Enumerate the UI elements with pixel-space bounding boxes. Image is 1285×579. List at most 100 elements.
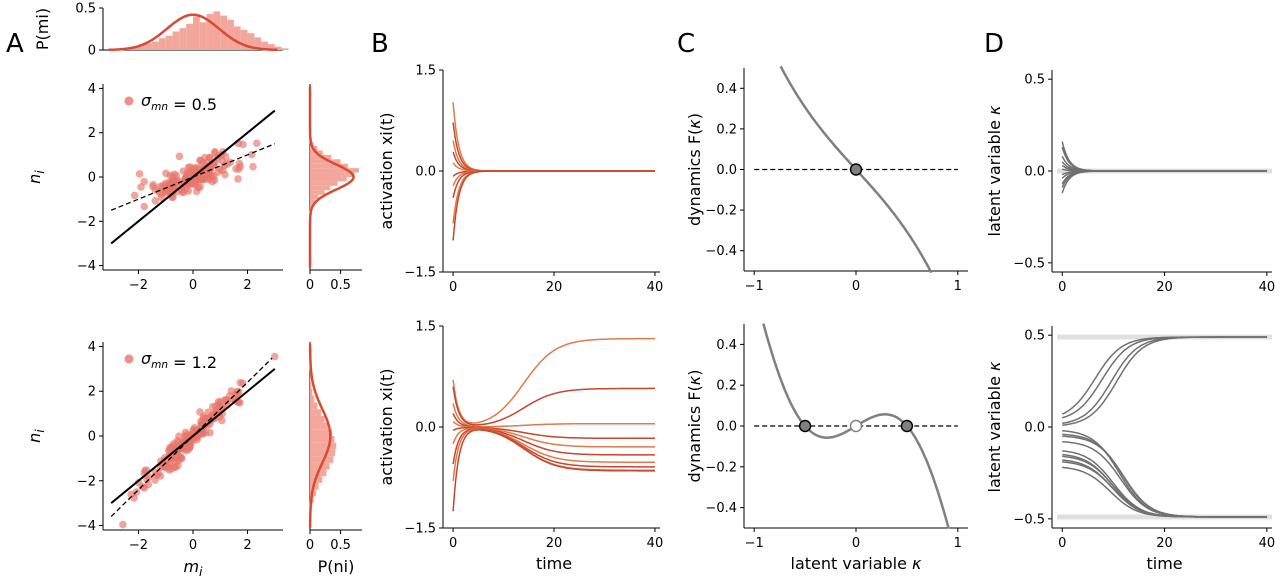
a-bottom-side-hist-bar [310, 449, 336, 457]
b-bottom-trajectory [452, 428, 655, 468]
a-bottom-scatter-point [175, 454, 184, 463]
a-top-scatter-ytick-label: 0 [88, 171, 96, 186]
a-bottom-scatter-legend-text: σmn = 1.2 [141, 349, 217, 372]
c-bottom-xtick-label: 0 [852, 536, 860, 551]
a-top-side-hist-bar [310, 177, 347, 182]
a-top-side-hist-bar [310, 168, 359, 173]
a-top-hist-bar [206, 13, 214, 50]
a-top-scatter-point [137, 183, 145, 191]
c-top-ytick-label: 0.4 [716, 82, 737, 97]
a-bottom-scatter-point [162, 463, 171, 472]
a-top-hist-bar [261, 41, 268, 50]
d-top-latent-trajectory [1061, 146, 1267, 172]
a-top-side-hist-bar [310, 163, 348, 169]
a-top-hist-bar [227, 19, 234, 50]
a-bottom-side-hist-bar [310, 395, 315, 403]
d-top-xtick-label: 40 [1259, 280, 1276, 295]
a-top-side-hist-bar [310, 159, 341, 164]
a-top-scatter-point [183, 171, 191, 180]
c-bottom-ytick-label: 0.4 [716, 338, 737, 353]
a-top-scatter-point [184, 187, 193, 195]
a-top-side-hist-bar [310, 194, 319, 200]
a-top-scatter-xtick-label: 0 [189, 278, 197, 293]
a-bottom-side-hist-bar [310, 442, 337, 450]
a-top-hist-bar [274, 46, 282, 50]
d-bottom-latent-trajectory [1062, 453, 1267, 518]
b-top-ylabel: activation xi(t) [377, 113, 396, 230]
a-bottom-scatter-ytick-label: −2 [77, 474, 96, 489]
a-top-scatter-legend-marker [124, 96, 134, 106]
d-bottom-ytick-label: 0.5 [1024, 329, 1045, 344]
c-bottom-xtick-label: 1 [954, 536, 962, 551]
d-top-xtick-label: 0 [1058, 280, 1066, 295]
a-top-hist-bar [165, 35, 173, 50]
d-bottom-latent-trajectory [1062, 429, 1267, 518]
b-top-trajectory [452, 122, 655, 172]
a-top-scatter-point [221, 170, 229, 179]
d-top-ytick-label: 0.5 [1024, 73, 1045, 88]
a-bottom-side-hist-bar [310, 422, 329, 430]
a-top-scatter-point [140, 202, 149, 211]
a-top-hist-ylabel: P(mi) [33, 8, 52, 50]
c-bottom-ytick-label: −0.2 [705, 460, 737, 475]
c-bottom-stable-fixed-point [900, 419, 914, 433]
a-bottom-side-hist-bar [310, 375, 311, 383]
b-top-trajectory [452, 140, 655, 172]
b-top-ytick-label: 1.5 [415, 64, 436, 79]
b-bottom-ytick-label: −1.5 [404, 522, 436, 537]
a-top-scatter-point [135, 170, 144, 178]
a-bottom-side-hist-bar [310, 402, 318, 410]
b-top-trajectory [452, 102, 655, 172]
a-top-hist-ytick-label: 0 [88, 44, 96, 59]
a-top-hist-bar [172, 31, 180, 50]
a-top-scatter-ylabel: ni [25, 170, 47, 184]
a-top-side-hist-xtick-label: 0.5 [330, 278, 351, 293]
d-top-ytick-label: 0.0 [1024, 165, 1045, 180]
b-bottom-trajectory [452, 426, 655, 456]
a-top-hist-bar [145, 43, 153, 50]
d-bottom-latent-trajectory [1062, 459, 1267, 518]
a-top-scatter-point [151, 197, 160, 205]
a-bottom-scatter-regression-line [110, 357, 273, 518]
b-top-trajectory [452, 162, 655, 172]
a-bottom-scatter-point [204, 408, 212, 417]
a-bottom-side-hist-density-line [308, 344, 332, 528]
a-top-scatter-point [196, 156, 204, 165]
a-bottom-scatter-xlabel: mi [183, 557, 203, 579]
d-bottom-latent-trajectory [1062, 466, 1267, 518]
a-bottom-side-hist-bar [310, 429, 333, 436]
a-top-scatter-point [223, 160, 232, 168]
a-bottom-scatter-point [227, 387, 236, 395]
b-bottom-trajectory [452, 337, 655, 424]
a-top-side-hist-density-line [308, 86, 355, 268]
a-top-scatter-xtick-label: −2 [129, 278, 148, 293]
b-bottom-trajectory [452, 421, 655, 448]
b-bottom-trajectory [452, 427, 655, 463]
d-bottom-latent-trajectory [1062, 336, 1267, 426]
a-top-hist-bar [131, 47, 139, 50]
b-top-ytick-label: −1.5 [404, 266, 436, 281]
d-bottom-xtick-label: 40 [1259, 536, 1276, 551]
b-top-xtick-label: 40 [647, 280, 664, 295]
a-top-hist-bar [193, 16, 200, 50]
a-bottom-scatter-point [208, 403, 217, 411]
a-bottom-scatter-ytick-label: 4 [88, 340, 96, 355]
a-top-hist-ytick-label: 0.5 [75, 2, 96, 17]
c-top-ytick-label: 0.2 [716, 122, 737, 137]
a-top-side-hist-bar [310, 190, 325, 195]
a-top-scatter-xtick-label: 2 [243, 278, 251, 293]
d-bottom-latent-trajectory [1062, 455, 1267, 518]
a-top-scatter-regression-line [110, 143, 276, 211]
a-top-side-hist-bar [310, 185, 331, 191]
a-bottom-scatter-point [127, 490, 135, 499]
c-bottom-ytick-label: 0.0 [716, 420, 737, 435]
a-top-scatter-point [203, 170, 212, 178]
a-bottom-scatter-ylabel: ni [25, 429, 47, 443]
b-bottom-trajectory [452, 386, 655, 426]
a-top-side-hist-xtick-label: 0 [306, 278, 314, 293]
a-top-scatter-ytick-label: −4 [77, 259, 96, 274]
a-top-scatter-point [191, 181, 200, 189]
c-bottom-stable-fixed-point [798, 419, 812, 433]
a-top-hist-bar [268, 44, 275, 50]
